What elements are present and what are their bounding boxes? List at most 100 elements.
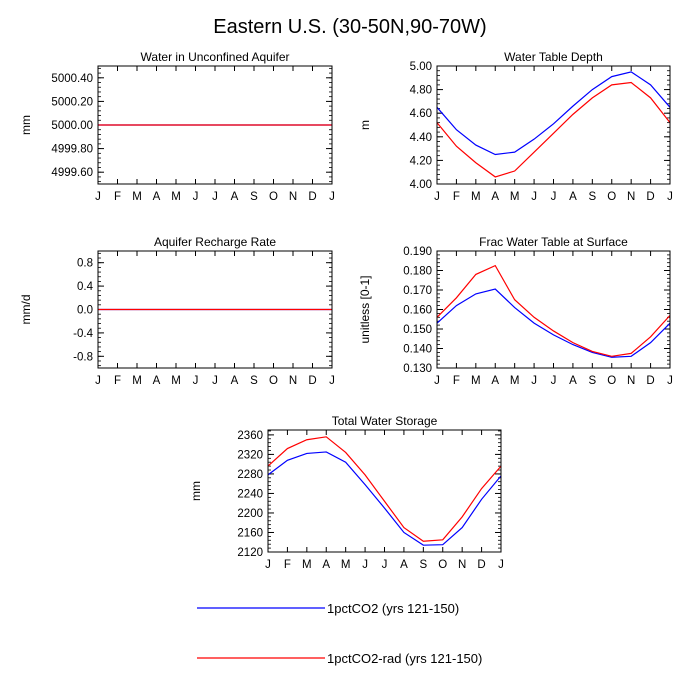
x-tick-label: M (471, 191, 481, 203)
x-tick-label: D (308, 375, 316, 387)
x-tick-label: D (308, 191, 316, 203)
plot-frame (97, 65, 333, 185)
x-tick-label: A (322, 559, 330, 571)
x-tick-label: J (212, 191, 218, 203)
panel-title: Total Water Storage (332, 414, 438, 428)
x-tick-label: S (250, 375, 258, 387)
x-tick-label: J (95, 191, 101, 203)
x-tick-label: O (607, 375, 616, 387)
x-tick-label: O (269, 375, 278, 387)
y-tick-label: 0.180 (403, 266, 432, 278)
plot-frame (267, 429, 502, 553)
x-tick-label: M (171, 191, 181, 203)
y-tick-label: 0.170 (403, 285, 432, 297)
legend-label: 1pctCO2-rad (yrs 121-150) (327, 651, 482, 666)
x-tick-label: A (231, 191, 239, 203)
y-tick-label: 5.00 (410, 61, 432, 73)
x-tick-label: F (284, 559, 291, 571)
x-tick-label: M (341, 559, 351, 571)
y-tick-label: -0.4 (73, 328, 93, 340)
x-tick-label: A (569, 191, 577, 203)
x-tick-label: F (453, 191, 460, 203)
plot-frame (436, 65, 671, 185)
x-tick-label: A (153, 191, 161, 203)
x-tick-label: N (289, 191, 297, 203)
y-axis-label: mm/d (19, 295, 33, 325)
x-tick-label: J (667, 191, 673, 203)
x-tick-label: D (477, 559, 485, 571)
y-tick-label: 2240 (237, 488, 263, 500)
plot-frame (436, 250, 671, 369)
y-tick-label: 5000.20 (51, 96, 93, 108)
y-tick-label: 4999.80 (51, 144, 93, 156)
x-tick-label: N (458, 559, 466, 571)
x-tick-label: A (153, 375, 161, 387)
x-tick-label: D (646, 375, 654, 387)
x-tick-label: A (491, 375, 499, 387)
x-tick-label: J (498, 559, 504, 571)
y-tick-label: 4999.60 (51, 167, 93, 179)
plot-frame (97, 250, 333, 369)
y-tick-label: 0.160 (403, 305, 432, 317)
x-tick-label: J (193, 375, 199, 387)
series-line (267, 436, 502, 542)
x-tick-label: F (114, 375, 121, 387)
legend-item: 1pctCO2-rad (yrs 121-150) (197, 651, 482, 666)
x-tick-label: M (510, 191, 520, 203)
legend-label: 1pctCO2 (yrs 121-150) (327, 601, 459, 616)
x-tick-label: M (132, 375, 142, 387)
y-tick-label: 2320 (237, 449, 263, 461)
x-tick-label: J (551, 375, 557, 387)
x-tick-label: M (171, 375, 181, 387)
y-tick-label: 2200 (237, 508, 263, 520)
series-line (436, 71, 671, 156)
y-tick-label: 5000.00 (51, 120, 93, 132)
series-line (267, 451, 502, 546)
y-tick-label: 2280 (237, 469, 263, 481)
x-tick-label: A (400, 559, 408, 571)
y-tick-label: 4.80 (410, 85, 432, 97)
x-tick-label: J (434, 191, 440, 203)
figure-title: Eastern U.S. (30-50N,90-70W) (213, 16, 486, 38)
x-tick-label: A (491, 191, 499, 203)
x-tick-label: J (193, 191, 199, 203)
x-tick-label: J (531, 375, 537, 387)
x-tick-label: M (471, 375, 481, 387)
x-tick-label: A (569, 375, 577, 387)
y-tick-label: 2360 (237, 430, 263, 442)
x-tick-label: O (438, 559, 447, 571)
panel-4: Frac Water Table at Surface unitless [0-1… (358, 235, 673, 387)
y-tick-label: 4.00 (410, 179, 432, 191)
x-tick-label: M (132, 191, 142, 203)
x-tick-label: J (667, 375, 673, 387)
panel-title: Water Table Depth (504, 50, 603, 64)
panel-title: Frac Water Table at Surface (479, 235, 628, 249)
x-tick-label: F (114, 191, 121, 203)
y-axis-label: mm (19, 115, 33, 135)
series-line (436, 81, 671, 178)
y-tick-label: 0.140 (403, 344, 432, 356)
x-tick-label: N (627, 375, 635, 387)
x-tick-label: J (382, 559, 388, 571)
y-axis-label: mm (189, 481, 203, 501)
y-tick-label: 2160 (237, 527, 263, 539)
x-tick-label: O (607, 191, 616, 203)
x-tick-label: J (551, 191, 557, 203)
x-tick-label: J (329, 375, 335, 387)
x-tick-label: S (588, 191, 596, 203)
x-tick-label: S (419, 559, 427, 571)
y-tick-label: -0.8 (73, 351, 93, 363)
x-tick-label: S (250, 191, 258, 203)
x-tick-label: F (453, 375, 460, 387)
x-tick-label: A (231, 375, 239, 387)
x-tick-label: J (434, 375, 440, 387)
series-line (436, 288, 671, 358)
x-tick-label: N (289, 375, 297, 387)
x-tick-label: J (362, 559, 368, 571)
